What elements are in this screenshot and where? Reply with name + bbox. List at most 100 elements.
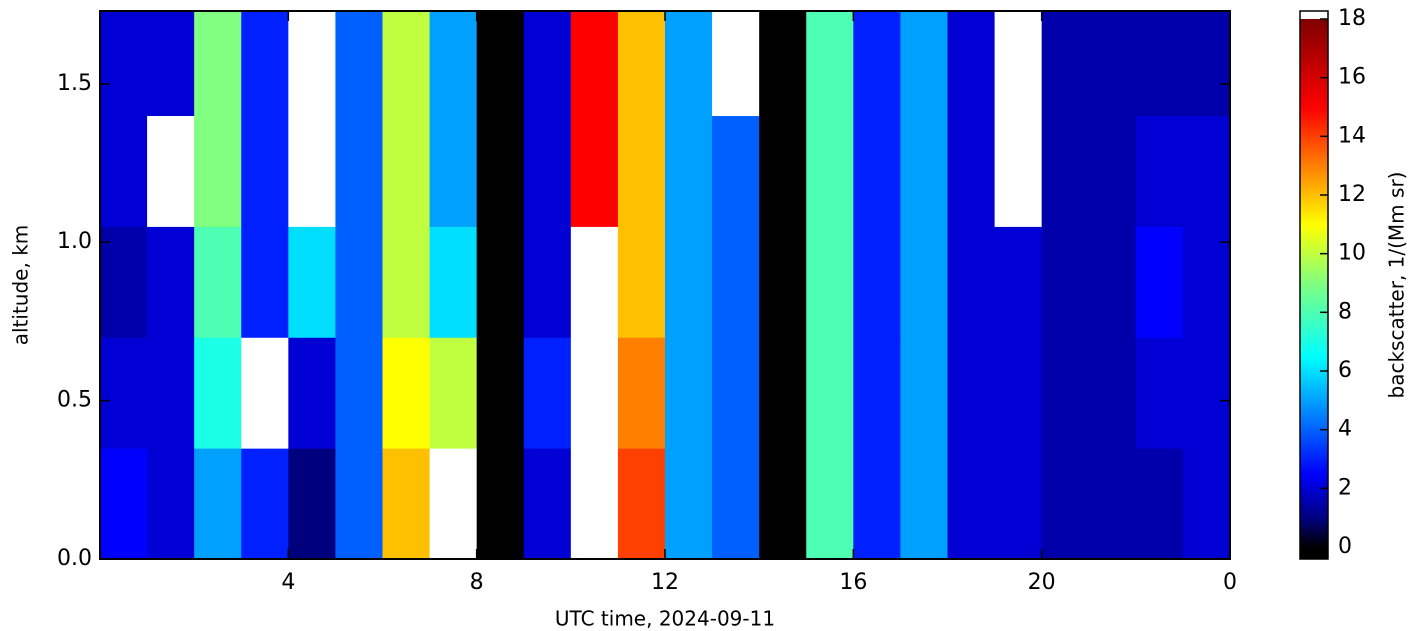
x-axis-label: UTC time, 2024-09-11 [555, 607, 775, 631]
colorbar-segment [1300, 288, 1328, 292]
heatmap-cell [194, 337, 242, 449]
heatmap-cell [476, 115, 525, 227]
colorbar-segment [1300, 451, 1328, 456]
colorbar-segment [1300, 53, 1328, 57]
colorbar-segment [1300, 465, 1328, 469]
colorbar-segment [1300, 169, 1328, 173]
colorbar-segment [1300, 34, 1328, 38]
colorbar-segment [1300, 79, 1328, 83]
colorbar-segment [1300, 177, 1328, 181]
colorbar-segment [1300, 206, 1328, 210]
heatmap-cell [617, 226, 666, 338]
colorbar-tick-label: 14 [1338, 123, 1366, 148]
colorbar-segment [1300, 37, 1328, 41]
heatmap-cell [1088, 115, 1137, 227]
heatmap-cell [617, 448, 666, 560]
colorbar-segment [1300, 217, 1328, 221]
colorbar-segment [1300, 180, 1328, 184]
colorbar-segment [1300, 341, 1328, 345]
heatmap-cell [335, 337, 383, 449]
colorbar-segment [1300, 362, 1328, 366]
x-tick-label: 0 [1223, 570, 1237, 595]
colorbar-segment [1300, 290, 1328, 295]
heatmap-cell [759, 11, 807, 117]
heatmap-cell [806, 115, 854, 227]
heatmap-cell [900, 115, 948, 227]
colorbar-segment [1300, 462, 1328, 466]
heatmap-cell [194, 115, 242, 227]
heatmap-cell [947, 115, 996, 227]
heatmap-cell [900, 337, 948, 449]
colorbar-segment [1300, 285, 1328, 289]
colorbar-segment [1300, 238, 1328, 242]
colorbar-segment [1300, 166, 1328, 170]
heatmap-cell [523, 226, 572, 338]
colorbar-segment [1300, 401, 1328, 405]
heatmap-cell [712, 115, 760, 227]
colorbar-segment [1300, 201, 1328, 205]
heatmap-cell [853, 115, 901, 227]
colorbar-segment [1300, 425, 1328, 429]
colorbar-segment [1300, 438, 1328, 442]
colorbar-segment [1300, 309, 1328, 313]
colorbar-segment [1300, 246, 1328, 250]
heatmap-cell [429, 337, 478, 449]
colorbar-segment [1300, 372, 1328, 376]
colorbar-segment [1300, 343, 1328, 347]
colorbar-segment [1300, 306, 1328, 310]
y-tick-label: 1.0 [57, 229, 92, 254]
colorbar-segment [1300, 449, 1328, 453]
colorbar-segment [1300, 132, 1328, 136]
colorbar-segment [1300, 494, 1328, 498]
heatmap-cell [1135, 115, 1184, 227]
heatmap-cell [523, 337, 572, 449]
heatmap-cell [994, 448, 1043, 560]
colorbar-segment [1300, 319, 1328, 324]
colorbar-segment [1300, 473, 1328, 477]
colorbar-segment [1300, 251, 1328, 255]
heatmap-cell [194, 11, 242, 117]
heatmap-cell [288, 448, 336, 560]
colorbar-segment [1300, 172, 1328, 176]
colorbar-segment [1300, 145, 1328, 149]
heatmap-cell [947, 448, 996, 560]
colorbar-segment [1300, 253, 1328, 258]
colorbar-segment [1300, 21, 1328, 25]
heatmap-cell [1041, 115, 1090, 227]
colorbar-segment [1300, 293, 1328, 297]
heatmap-cell [570, 226, 619, 338]
heatmap-cell [1135, 337, 1184, 449]
colorbar-segment [1300, 356, 1328, 361]
heatmap-cell [1088, 226, 1137, 338]
colorbar-segment [1300, 232, 1328, 236]
heatmap-cell [1041, 337, 1090, 449]
heatmap-cell [1041, 448, 1090, 560]
colorbar-segment [1300, 304, 1328, 308]
colorbar-segment [1300, 370, 1328, 374]
heatmap-cell [523, 448, 572, 560]
colorbar-segment [1300, 430, 1328, 434]
heatmap-cell [853, 11, 901, 117]
heatmap-cell [853, 337, 901, 449]
colorbar-segment [1300, 481, 1328, 485]
colorbar-segment [1300, 85, 1328, 89]
heatmap-cell [523, 11, 572, 117]
colorbar-segment [1300, 267, 1328, 271]
colorbar-segment [1300, 174, 1328, 178]
colorbar-segment [1300, 420, 1328, 424]
colorbar-segment [1300, 496, 1328, 500]
colorbar-segment [1300, 219, 1328, 223]
colorbar-segment [1300, 19, 1328, 23]
x-tick-label: 8 [470, 570, 484, 595]
colorbar-segment [1300, 106, 1328, 110]
heatmap-cell [1041, 226, 1090, 338]
colorbar-segment [1300, 457, 1328, 461]
heatmap-cell [712, 226, 760, 338]
colorbar-segment [1300, 187, 1328, 192]
colorbar-segment [1300, 364, 1328, 368]
colorbar-segment [1300, 415, 1328, 419]
colorbar-segment [1300, 396, 1328, 400]
colorbar-segment [1300, 211, 1328, 215]
colorbar-segment [1300, 161, 1328, 165]
